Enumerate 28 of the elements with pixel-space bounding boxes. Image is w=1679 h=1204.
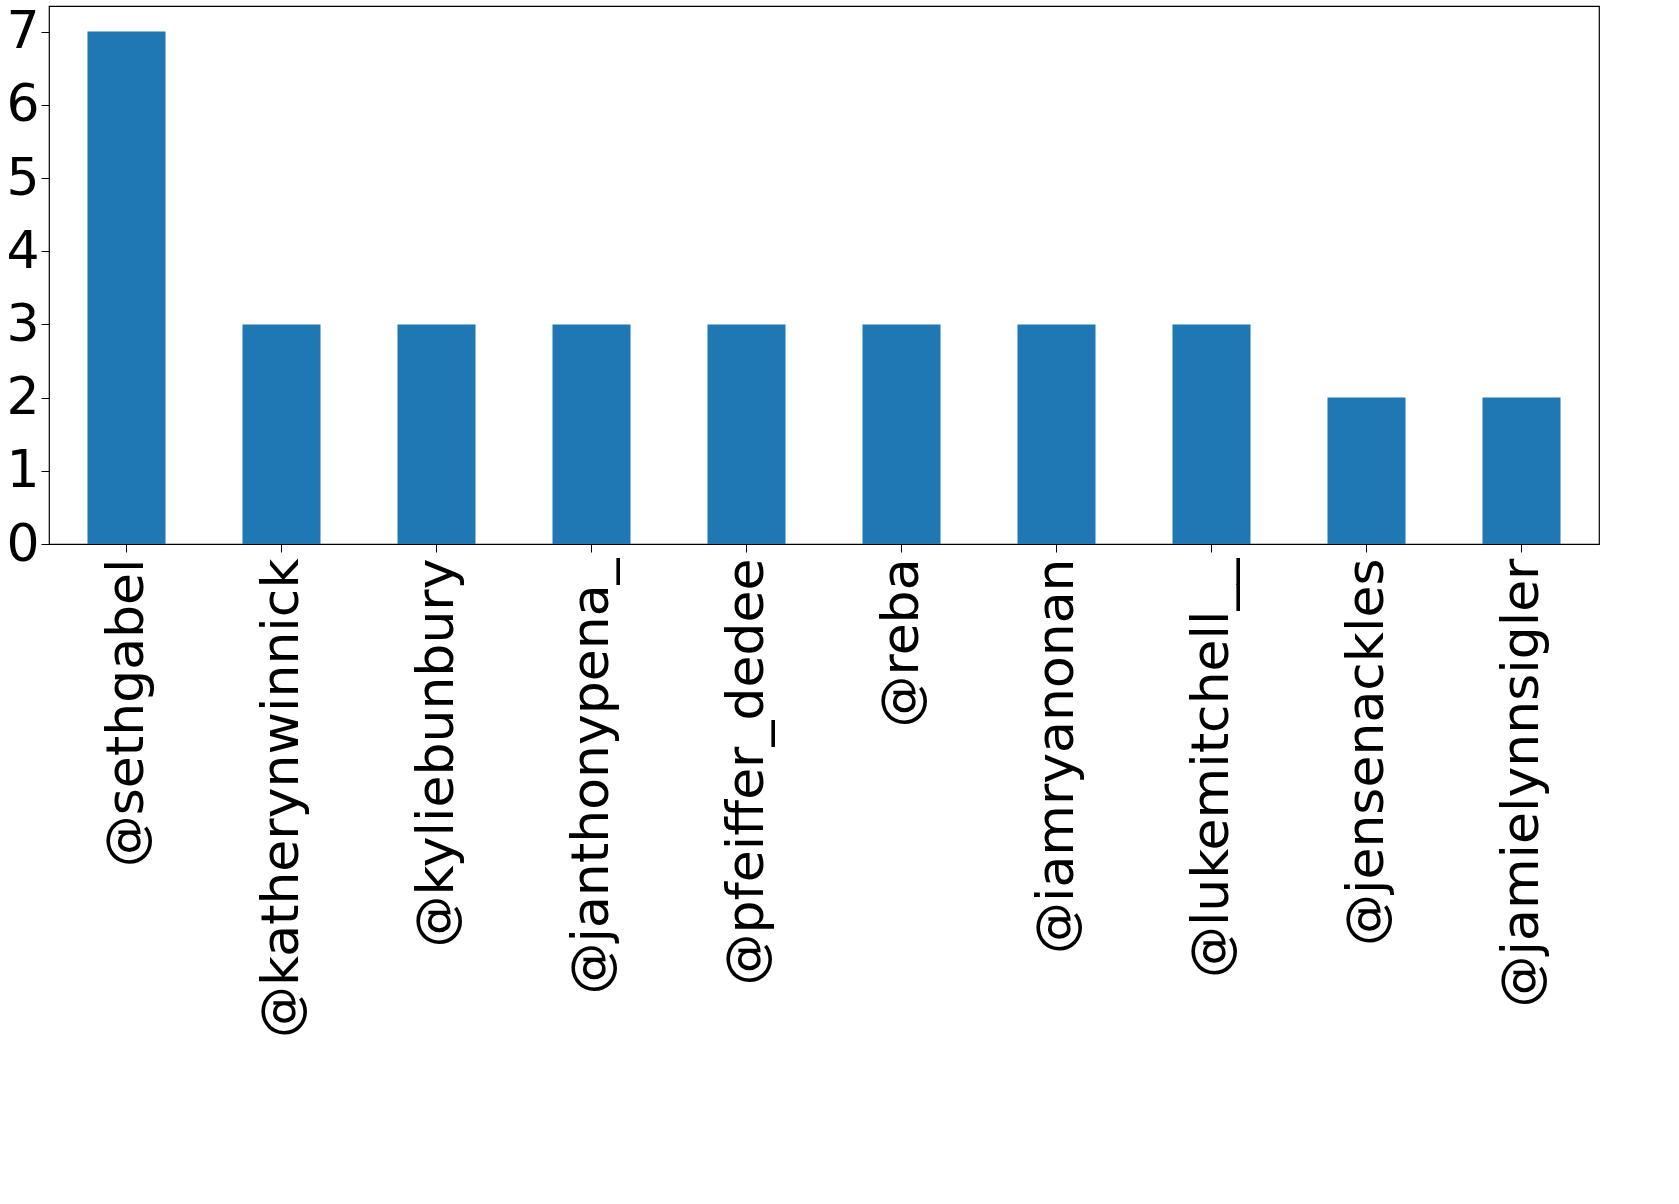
y-tick-label: 2 xyxy=(6,366,40,427)
bar xyxy=(1017,324,1096,544)
y-tick-label: 3 xyxy=(6,292,40,353)
x-tick-label: @sethgabel xyxy=(94,558,155,868)
bar xyxy=(397,324,476,544)
y-tick-label: 0 xyxy=(6,512,40,573)
x-tick-label: @reba xyxy=(869,558,930,728)
x-tick-label: @katherynwinnick xyxy=(249,558,310,1039)
y-tick-label: 6 xyxy=(6,73,40,134)
bar xyxy=(862,324,941,544)
x-tick-label: @kyliebunbury xyxy=(404,558,465,948)
bar xyxy=(87,31,166,544)
x-tick-label: @janthonypena_ xyxy=(559,557,620,995)
x-tick-label: @pfeiffer_dedee xyxy=(714,558,775,986)
x-tick-label: @iamryanonan xyxy=(1024,558,1085,955)
y-tick-label: 5 xyxy=(6,146,40,207)
bar xyxy=(552,324,631,544)
bar xyxy=(1482,397,1561,544)
bar xyxy=(707,324,786,544)
y-tick-label: 1 xyxy=(6,439,40,500)
y-tick-label: 4 xyxy=(6,219,40,280)
bar xyxy=(1327,397,1406,544)
x-tick-label: @jensenackles xyxy=(1334,558,1395,947)
x-tick-label: @jamielynnsigler xyxy=(1489,557,1550,1008)
y-tick-label: 7 xyxy=(6,0,40,61)
bar xyxy=(1172,324,1251,544)
x-tick-label: @lukemitchell__ xyxy=(1179,557,1240,979)
bar xyxy=(242,324,321,544)
